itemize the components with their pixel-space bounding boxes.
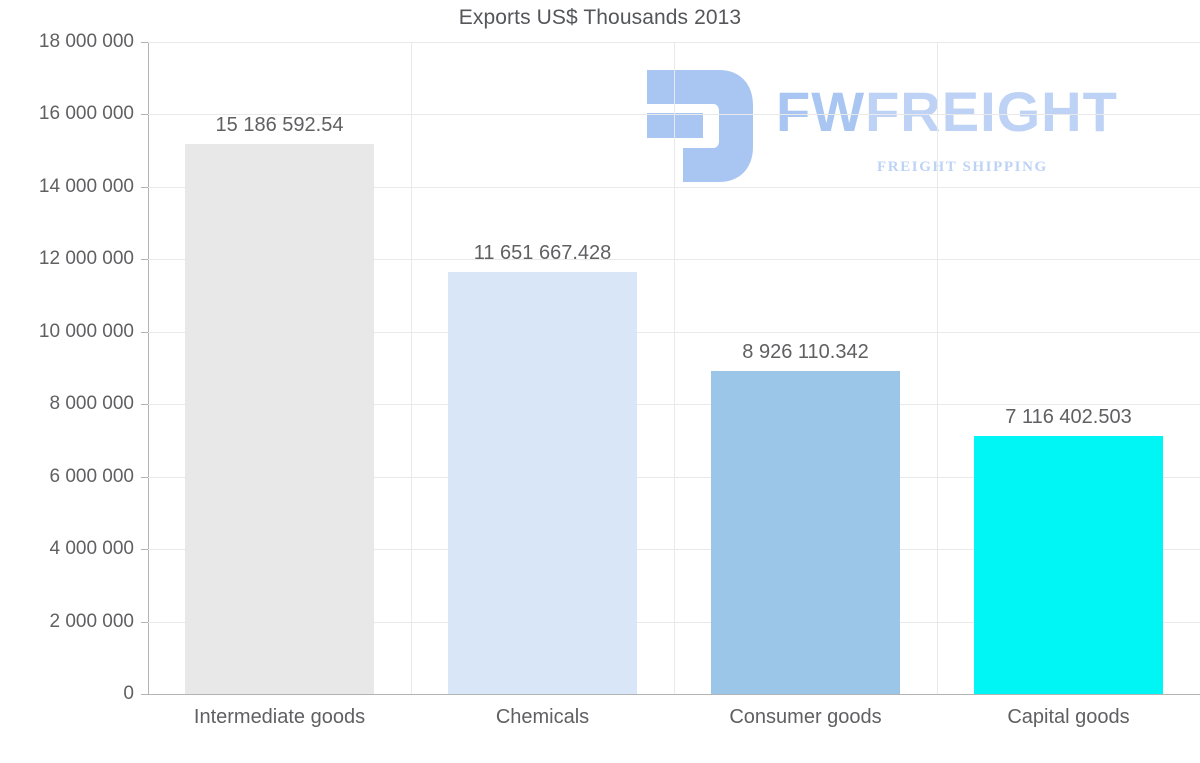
- y-axis-tick-mark: [141, 186, 148, 188]
- plot-area: 15 186 592.54 11 651 667.428 8 926 110.342…: [148, 42, 1200, 695]
- y-axis-tick-mark: [141, 404, 148, 406]
- chart-title: Exports US$ Thousands 2013: [458, 6, 742, 29]
- y-axis-tick-label: 2 000 000: [49, 610, 134, 632]
- y-axis-tick-mark: [141, 549, 148, 551]
- y-axis-tick-mark: [141, 114, 148, 116]
- y-axis-tick-label: 16 000 000: [38, 103, 134, 125]
- y-axis-line: [148, 42, 149, 695]
- bar-intermediate-goods[interactable]: [185, 143, 374, 694]
- y-axis-tick-mark: [141, 476, 148, 478]
- y-axis-tick-label: 14 000 000: [38, 175, 134, 197]
- y-axis-tick-mark: [141, 621, 148, 623]
- y-axis-tick-label: 12 000 000: [38, 248, 134, 270]
- x-axis-tick-label: Intermediate goods: [193, 706, 366, 728]
- x-axis-tick-label: Chemicals: [495, 706, 590, 728]
- y-axis-tick-mark: [141, 331, 148, 333]
- category-separator: [937, 42, 938, 694]
- gridline: [148, 694, 1200, 695]
- y-axis-tick-mark: [141, 259, 148, 261]
- bar-consumer-goods[interactable]: [711, 370, 900, 694]
- bar-value-label: 11 651 667.428: [473, 241, 612, 264]
- y-axis-tick-label: 4 000 000: [49, 538, 134, 560]
- y-axis-tick-label: 10 000 000: [38, 320, 134, 342]
- bar-chemicals[interactable]: [448, 271, 637, 694]
- category-separator: [411, 42, 412, 694]
- x-axis-tick-label: Consumer goods: [729, 706, 882, 728]
- x-axis-tick-label: Capital goods: [1007, 706, 1130, 728]
- y-axis-tick-label: 0: [123, 683, 134, 704]
- y-axis-tick-label: 8 000 000: [49, 393, 134, 415]
- y-axis-tick-mark: [141, 42, 148, 43]
- y-axis-tick-label: 18 000 000: [38, 31, 134, 52]
- y-axis-tick-label: 6 000 000: [49, 465, 134, 487]
- bar-value-label: 15 186 592.54: [215, 113, 344, 136]
- bar-capital-goods[interactable]: [974, 436, 1163, 694]
- y-axis-tick-mark: [141, 694, 148, 695]
- bar-value-label: 8 926 110.342: [742, 340, 869, 363]
- category-separator: [674, 42, 675, 694]
- bar-value-label: 7 116 402.503: [1005, 406, 1132, 429]
